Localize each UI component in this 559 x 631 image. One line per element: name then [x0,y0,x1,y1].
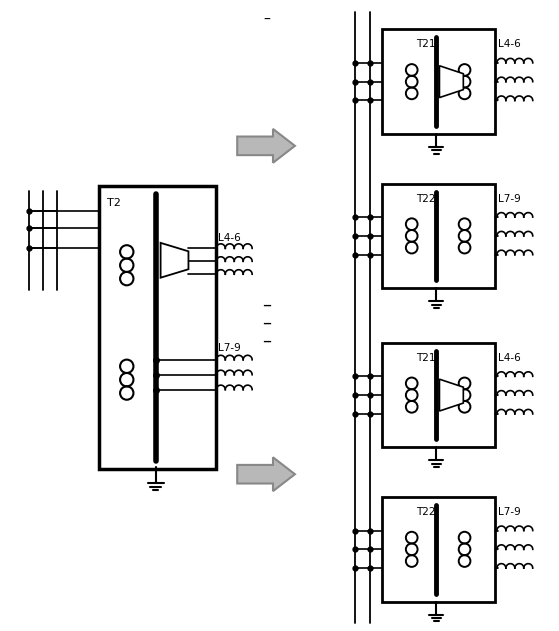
Text: T22: T22 [416,194,435,204]
Text: T22: T22 [416,507,435,517]
Text: T21: T21 [416,39,435,49]
Bar [99,186,216,469]
Text: –: – [263,332,272,350]
Polygon shape [160,243,188,278]
Text: T2: T2 [107,198,121,208]
Text: L7-9: L7-9 [498,194,520,204]
Text: –: – [264,13,271,27]
Text: L4-6: L4-6 [498,353,520,363]
Bar [382,30,495,134]
Text: L4-6: L4-6 [498,39,520,49]
Text: –: – [263,296,272,314]
Text: L7-9: L7-9 [498,507,520,517]
Bar [382,497,495,601]
Bar [382,184,495,288]
Polygon shape [439,66,463,98]
Text: T21: T21 [416,353,435,363]
Text: –: – [263,314,272,332]
Text: L7-9: L7-9 [219,343,241,353]
Bar [382,343,495,447]
Polygon shape [237,129,295,163]
Polygon shape [237,457,295,491]
Polygon shape [439,379,463,411]
Text: L4-6: L4-6 [219,233,241,244]
